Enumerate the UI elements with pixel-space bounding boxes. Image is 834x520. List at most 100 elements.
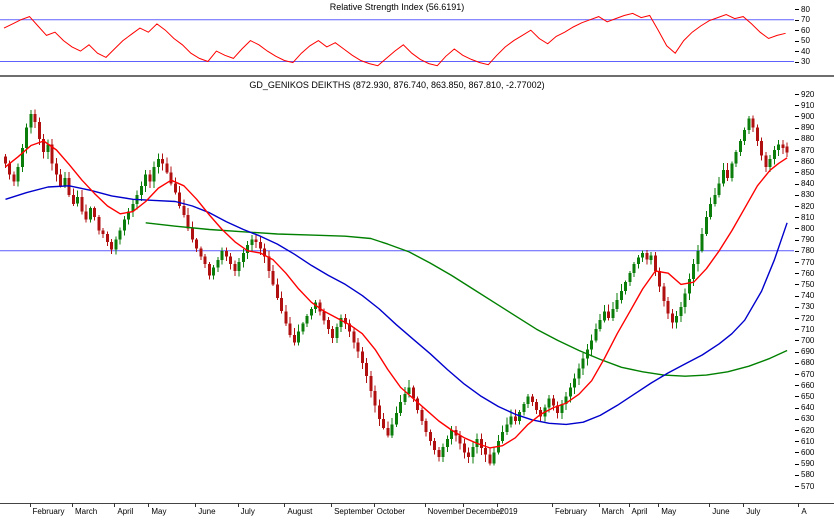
price-axis-tick bbox=[795, 206, 799, 207]
price-axis-label: 700 bbox=[801, 335, 815, 345]
price-axis-tick bbox=[795, 452, 799, 454]
price-axis-label: 870 bbox=[801, 145, 815, 155]
rsi-axis-label: 50 bbox=[801, 36, 810, 46]
rsi-axis-label: 60 bbox=[801, 25, 810, 35]
price-axis-tick bbox=[795, 194, 799, 196]
price-axis-label: 650 bbox=[801, 391, 815, 401]
price-axis-tick bbox=[795, 463, 799, 465]
rsi-axis-tick bbox=[795, 30, 799, 32]
month-label: December bbox=[465, 507, 503, 516]
price-axis-label: 730 bbox=[801, 302, 815, 312]
price-axis-label: 570 bbox=[801, 481, 815, 491]
price-axis-label: 670 bbox=[801, 369, 815, 379]
x-axis-line bbox=[0, 503, 834, 504]
price-axis-label: 860 bbox=[801, 156, 815, 166]
price-axis-label: 800 bbox=[801, 223, 815, 233]
price-axis-label: 620 bbox=[801, 425, 815, 435]
price-axis-label: 740 bbox=[801, 291, 815, 301]
price-axis-tick bbox=[795, 228, 799, 230]
rsi-panel-title: Relative Strength Index (56.6191) bbox=[329, 2, 465, 12]
price-axis-label: 770 bbox=[801, 257, 815, 267]
rsi-axis-tick bbox=[795, 61, 799, 63]
price-axis-tick bbox=[795, 407, 799, 409]
price-axis-tick bbox=[795, 217, 799, 219]
rsi-axis-tick bbox=[795, 40, 799, 42]
price-axis-tick bbox=[795, 284, 799, 286]
price-axis-label: 720 bbox=[801, 313, 815, 323]
price-axis-tick bbox=[795, 351, 799, 353]
panel-divider[interactable] bbox=[0, 75, 834, 77]
rsi-axis-label: 70 bbox=[801, 15, 810, 25]
price-axis-label: 690 bbox=[801, 347, 815, 357]
price-axis-label: 600 bbox=[801, 447, 815, 457]
price-axis-tick bbox=[795, 418, 799, 420]
month-label: April bbox=[631, 507, 648, 516]
price-axis-label: 850 bbox=[801, 167, 815, 177]
price-axis-label: 840 bbox=[801, 179, 815, 189]
price-axis-tick bbox=[795, 250, 799, 252]
month-label: May bbox=[151, 507, 167, 516]
month-label: March bbox=[601, 507, 624, 516]
price-axis-label: 900 bbox=[801, 111, 815, 121]
price-axis-label: 610 bbox=[801, 436, 815, 446]
rsi-axis-label: 80 bbox=[801, 4, 810, 14]
price-axis-tick bbox=[795, 172, 799, 174]
rsi-axis-tick bbox=[795, 19, 799, 21]
rsi-axis-tick bbox=[795, 9, 799, 11]
month-label: November bbox=[427, 507, 465, 516]
price-axis-tick bbox=[795, 161, 799, 163]
price-axis-tick bbox=[795, 150, 799, 151]
price-axis-label: 830 bbox=[801, 190, 815, 200]
price-axis-tick bbox=[795, 474, 799, 476]
month-label: A bbox=[801, 507, 807, 516]
price-axis-label: 790 bbox=[801, 235, 815, 245]
price-axis-label: 780 bbox=[801, 246, 815, 256]
price-axis-tick bbox=[795, 94, 799, 95]
month-label: February bbox=[32, 507, 65, 516]
price-axis-tick bbox=[795, 273, 799, 275]
price-axis-label: 920 bbox=[801, 89, 815, 99]
price-plot[interactable] bbox=[0, 77, 794, 503]
price-axis-tick bbox=[795, 441, 799, 443]
rsi-axis-tick bbox=[795, 51, 799, 53]
month-label: February bbox=[555, 507, 588, 516]
month-label: April bbox=[117, 507, 134, 516]
price-axis-tick bbox=[795, 340, 799, 342]
month-label: June bbox=[712, 507, 730, 516]
price-axis-label: 710 bbox=[801, 324, 815, 334]
price-axis-tick bbox=[795, 329, 799, 331]
price-panel-title: GD_GENIKOS DEIKTHS (872.930, 876.740, 86… bbox=[249, 80, 545, 90]
price-axis-tick bbox=[795, 239, 799, 241]
month-label: September bbox=[334, 507, 374, 516]
price-axis-label: 910 bbox=[801, 100, 815, 110]
month-label: July bbox=[240, 507, 255, 516]
price-axis-tick bbox=[795, 138, 799, 140]
price-axis-label: 760 bbox=[801, 268, 815, 278]
price-axis-tick bbox=[795, 318, 799, 319]
price-axis-tick bbox=[795, 116, 799, 118]
price-axis-tick bbox=[795, 374, 799, 375]
price-axis-label: 630 bbox=[801, 414, 815, 424]
price-axis-tick bbox=[795, 362, 799, 364]
month-label: August bbox=[287, 507, 313, 516]
month-label: May bbox=[661, 507, 677, 516]
price-axis-label: 640 bbox=[801, 403, 815, 413]
price-axis-tick bbox=[795, 262, 799, 263]
price-axis-label: 810 bbox=[801, 212, 815, 222]
price-axis-tick bbox=[795, 127, 799, 129]
price-axis-tick bbox=[795, 306, 799, 308]
month-label: March bbox=[75, 507, 98, 516]
price-axis-label: 660 bbox=[801, 380, 815, 390]
price-axis-label: 820 bbox=[801, 201, 815, 211]
rsi-axis-label: 30 bbox=[801, 57, 810, 66]
price-axis-label: 680 bbox=[801, 358, 815, 368]
price-axis-label: 880 bbox=[801, 134, 815, 144]
price-axis-tick bbox=[795, 385, 799, 387]
price-axis-label: 890 bbox=[801, 123, 815, 133]
rsi-plot[interactable] bbox=[0, 0, 794, 75]
month-label: June bbox=[198, 507, 216, 516]
month-label: July bbox=[746, 507, 761, 516]
month-label: 2019 bbox=[499, 507, 518, 516]
price-axis-label: 580 bbox=[801, 470, 815, 480]
